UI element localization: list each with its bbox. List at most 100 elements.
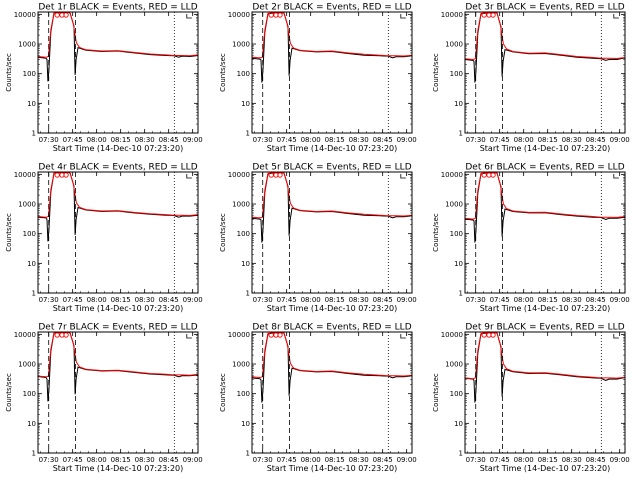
x-tick-label: 08:00 bbox=[514, 456, 534, 464]
plot-frame bbox=[464, 11, 626, 134]
y-tick-label: 100 bbox=[450, 70, 463, 78]
detector-panel-3: Det 3r BLACK = Events, RED = LLD 1 10 100 10… bbox=[432, 3, 630, 154]
y-tick-label: 1 bbox=[32, 450, 36, 458]
saturation-marker bbox=[54, 12, 60, 18]
x-tick-label: 09:00 bbox=[397, 136, 417, 144]
x-tick-label: 09:00 bbox=[183, 136, 203, 144]
x-tick-label: 09:00 bbox=[610, 136, 630, 144]
saturation-marker bbox=[277, 172, 283, 178]
lld-series-line bbox=[465, 332, 625, 380]
x-tick-label: 08:45 bbox=[586, 136, 606, 144]
y-axis-label: Counts/sec bbox=[432, 53, 440, 92]
x-axis-label: Start Time (14-Dec-10 07:23:20) bbox=[267, 304, 398, 313]
detector-panel-8: Det 8r BLACK = Events, RED = LLD 1 10 100 10… bbox=[219, 323, 417, 474]
x-axis-label: Start Time (14-Dec-10 07:23:20) bbox=[53, 304, 184, 313]
detector-panel-1: Det 1r BLACK = Events, RED = LLD 1 10 100 10… bbox=[5, 3, 203, 154]
y-tick-label: 100 bbox=[237, 390, 250, 398]
panel-title: Det 5r BLACK = Events, RED = LLD bbox=[252, 163, 411, 173]
y-axis-label: Counts/sec bbox=[5, 373, 13, 412]
x-tick-label: 07:45 bbox=[63, 136, 83, 144]
lld-series-line bbox=[252, 332, 412, 379]
y-tick-label: 1000 bbox=[18, 201, 36, 209]
x-tick-label: 08:30 bbox=[135, 136, 155, 144]
y-tick-label: 10 bbox=[454, 100, 463, 108]
x-tick-label: 08:15 bbox=[111, 136, 131, 144]
x-tick-label: 08:30 bbox=[135, 456, 155, 464]
x-tick-label: 08:30 bbox=[562, 136, 582, 144]
plot-frame bbox=[37, 11, 199, 134]
y-tick-label: 10 bbox=[241, 100, 250, 108]
saturation-marker bbox=[277, 332, 283, 338]
x-tick-label: 08:00 bbox=[514, 296, 534, 304]
x-tick-label: 07:30 bbox=[253, 456, 273, 464]
plot-frame bbox=[37, 331, 199, 454]
x-axis-label: Start Time (14-Dec-10 07:23:20) bbox=[53, 144, 184, 153]
saturation-marker bbox=[63, 332, 69, 338]
x-tick-label: 08:30 bbox=[562, 456, 582, 464]
x-axis-label: Start Time (14-Dec-10 07:23:20) bbox=[480, 144, 611, 153]
x-tick-label: 09:00 bbox=[397, 296, 417, 304]
x-tick-label: 07:30 bbox=[466, 136, 486, 144]
corner-marker bbox=[400, 14, 406, 19]
plot-frame bbox=[251, 11, 413, 134]
x-tick-label: 08:15 bbox=[111, 456, 131, 464]
x-tick-label: 08:00 bbox=[87, 136, 107, 144]
y-tick-label: 1000 bbox=[445, 361, 463, 369]
x-axis-label: Start Time (14-Dec-10 07:23:20) bbox=[267, 144, 398, 153]
saturation-marker bbox=[490, 332, 496, 338]
x-tick-label: 07:30 bbox=[466, 296, 486, 304]
y-tick-label: 10000 bbox=[441, 11, 463, 19]
x-tick-label: 07:30 bbox=[39, 296, 59, 304]
y-tick-label: 1000 bbox=[18, 41, 36, 49]
y-tick-label: 10000 bbox=[228, 331, 250, 339]
y-tick-label: 10000 bbox=[228, 171, 250, 179]
y-tick-label: 100 bbox=[23, 390, 36, 398]
x-tick-label: 08:15 bbox=[325, 456, 345, 464]
y-axis-label: Counts/sec bbox=[432, 373, 440, 412]
x-tick-label: 08:15 bbox=[325, 296, 345, 304]
x-axis-label: Start Time (14-Dec-10 07:23:20) bbox=[267, 464, 398, 473]
y-axis-label: Counts/sec bbox=[219, 373, 227, 412]
x-tick-label: 08:30 bbox=[349, 296, 369, 304]
y-axis-label: Counts/sec bbox=[5, 53, 13, 92]
x-tick-label: 08:45 bbox=[373, 136, 393, 144]
x-tick-label: 08:00 bbox=[514, 136, 534, 144]
x-tick-label: 08:15 bbox=[325, 136, 345, 144]
x-tick-label: 08:15 bbox=[111, 296, 131, 304]
panel-title: Det 9r BLACK = Events, RED = LLD bbox=[465, 323, 624, 333]
y-tick-label: 10 bbox=[27, 260, 36, 268]
corner-marker bbox=[400, 334, 406, 339]
saturation-marker bbox=[277, 12, 283, 18]
y-tick-label: 100 bbox=[450, 390, 463, 398]
plot-frame bbox=[251, 171, 413, 294]
lld-series-line bbox=[38, 12, 198, 58]
y-tick-label: 1 bbox=[246, 130, 250, 138]
x-tick-label: 09:00 bbox=[183, 296, 203, 304]
x-tick-label: 07:30 bbox=[466, 456, 486, 464]
detector-panel-7: Det 7r BLACK = Events, RED = LLD 1 10 100 10… bbox=[5, 323, 203, 474]
saturation-marker bbox=[490, 12, 496, 18]
y-axis-label: Counts/sec bbox=[432, 213, 440, 252]
y-tick-label: 10 bbox=[241, 260, 250, 268]
x-tick-label: 08:00 bbox=[301, 296, 321, 304]
x-tick-label: 07:45 bbox=[63, 296, 83, 304]
y-tick-label: 10000 bbox=[441, 171, 463, 179]
y-tick-label: 1 bbox=[32, 290, 36, 298]
x-tick-label: 08:30 bbox=[562, 296, 582, 304]
y-tick-label: 100 bbox=[23, 70, 36, 78]
saturation-marker bbox=[63, 172, 69, 178]
panel-title: Det 6r BLACK = Events, RED = LLD bbox=[465, 163, 624, 173]
corner-marker bbox=[186, 334, 192, 339]
x-tick-label: 08:30 bbox=[349, 136, 369, 144]
x-axis-label: Start Time (14-Dec-10 07:23:20) bbox=[53, 464, 184, 473]
panel-title: Det 8r BLACK = Events, RED = LLD bbox=[252, 323, 411, 333]
detector-panel-5: Det 5r BLACK = Events, RED = LLD 1 10 100 10… bbox=[219, 163, 417, 314]
x-tick-label: 09:00 bbox=[610, 296, 630, 304]
plot-frame bbox=[464, 331, 626, 454]
x-tick-label: 08:45 bbox=[373, 456, 393, 464]
y-tick-label: 10000 bbox=[441, 331, 463, 339]
x-tick-label: 08:15 bbox=[538, 456, 558, 464]
y-tick-label: 1 bbox=[459, 130, 463, 138]
x-tick-label: 08:00 bbox=[87, 456, 107, 464]
